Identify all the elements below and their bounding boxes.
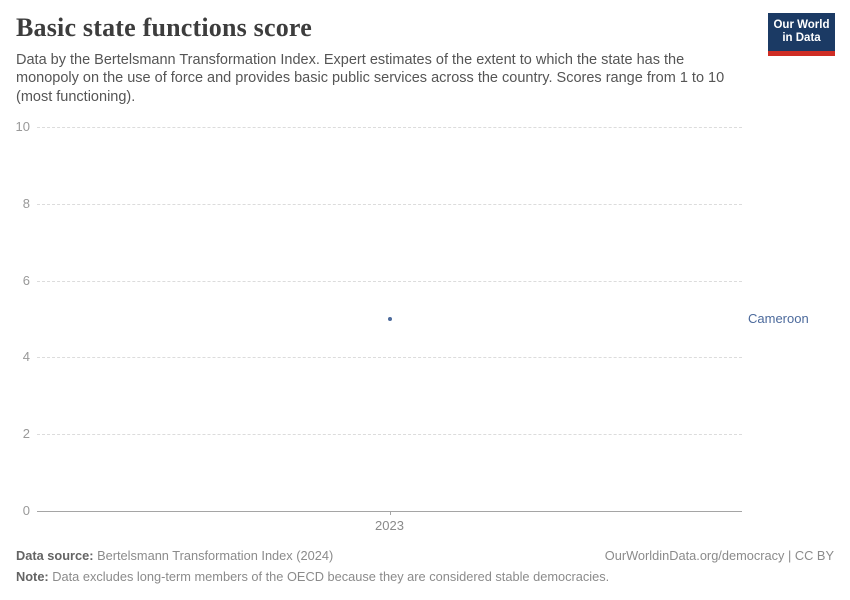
gridline — [37, 280, 742, 282]
footer-credit-link[interactable]: OurWorldinData.org/democracy | CC BY — [604, 548, 834, 563]
owid-logo-redbar — [768, 51, 835, 56]
x-axis-tick — [389, 511, 391, 515]
y-axis-tick-label: 8 — [22, 195, 30, 211]
data-point-cameroon[interactable] — [387, 317, 392, 321]
footer-note-label: Note: — [16, 569, 49, 584]
footer-note: Note: Data excludes long-term members of… — [16, 569, 834, 584]
chart-title: Basic state functions score — [16, 13, 312, 42]
y-axis-tick-label: 6 — [22, 272, 30, 288]
gridline — [37, 357, 742, 359]
entity-label-cameroon[interactable]: Cameroon — [748, 311, 809, 326]
y-axis-tick-label: 0 — [22, 503, 30, 518]
y-axis-tick-label: 10 — [15, 119, 30, 134]
footer-source-text: Bertelsmann Transformation Index (2024) — [93, 548, 334, 563]
gridline — [37, 434, 742, 436]
x-axis-tick-label: 2023 — [375, 518, 404, 533]
chart-subtitle: Data by the Bertelsmann Transformation I… — [16, 52, 725, 105]
owid-logo-line1: Our World — [773, 18, 830, 31]
footer-note-text: Data excludes long-term members of the O… — [48, 569, 610, 584]
y-axis-tick-label: 4 — [22, 349, 30, 365]
footer-source: Data source: Bertelsmann Transformation … — [16, 548, 834, 563]
y-axis-tick-label: 2 — [22, 426, 30, 442]
owid-logo-text: Our World in Data — [768, 13, 835, 51]
owid-logo-line2: in Data — [782, 32, 821, 44]
gridline — [37, 127, 742, 128]
gridline — [37, 203, 742, 205]
owid-logo: Our World in Data — [768, 13, 835, 56]
footer-source-label: Data source: — [16, 548, 94, 563]
x-axis-baseline — [37, 511, 742, 512]
